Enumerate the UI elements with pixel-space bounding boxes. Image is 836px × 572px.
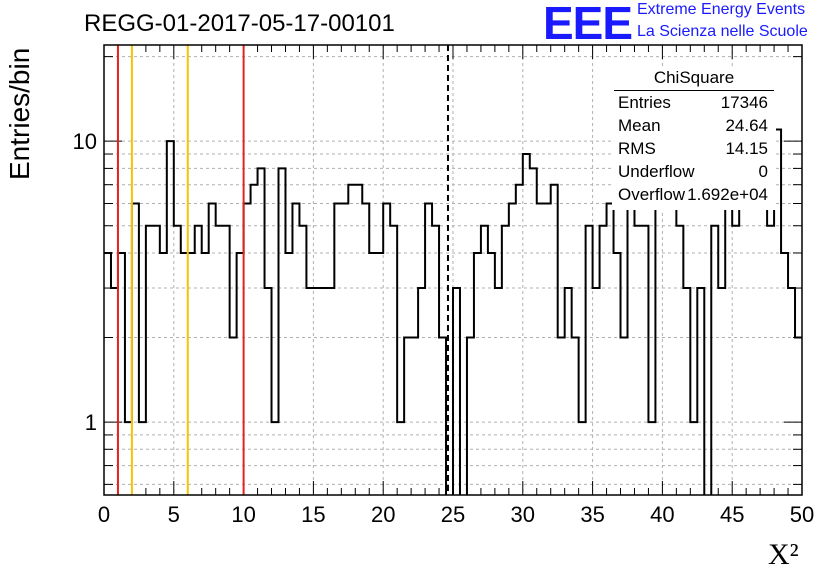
- x-tick-label: 50: [790, 502, 814, 527]
- stats-box: ChiSquare Entries 17346 Mean 24.64 RMS 1…: [612, 66, 776, 210]
- stats-title: ChiSquare: [653, 68, 735, 87]
- stats-value: 17346: [720, 93, 768, 112]
- plot-title: REGG-01-2017-05-17-00101: [84, 10, 395, 37]
- plot-frame: [103, 44, 803, 496]
- x-tick-label: 45: [720, 502, 744, 527]
- x-tick-label: 25: [441, 502, 465, 527]
- y-tick-label: 1: [85, 410, 97, 435]
- y-axis-label: Entries/bin: [4, 47, 35, 180]
- stats-divider: [614, 90, 774, 91]
- stats-row: Overflow 1.692e+04: [618, 185, 768, 207]
- x-tick-label: 30: [511, 502, 535, 527]
- stats-label: RMS: [618, 139, 656, 158]
- brand-line-1: Extreme Energy Events: [637, 1, 806, 18]
- stats-value: 24.64: [725, 116, 768, 135]
- eee-logo: EEE: [543, 0, 633, 49]
- x-tick-label: 40: [650, 502, 674, 527]
- stats-value: 1.692e+04: [687, 185, 768, 204]
- stats-value: 14.15: [725, 139, 768, 158]
- y-tick-label: 10: [73, 129, 97, 154]
- stats-value: 0: [758, 162, 768, 181]
- stats-row: Underflow 0: [618, 162, 768, 184]
- stats-label: Mean: [618, 116, 661, 135]
- x-tick-label: 0: [98, 502, 110, 527]
- stats-row: Entries 17346: [618, 93, 768, 115]
- reference-lines: [116, 45, 449, 495]
- stats-label: Underflow: [618, 162, 695, 181]
- stats-row: Mean 24.64: [618, 116, 768, 138]
- x-tick-label: 35: [580, 502, 604, 527]
- stats-row: RMS 14.15: [618, 139, 768, 161]
- tick-labels: 0 5 10 15 20 25 30 35 40 45 50 1 10: [73, 129, 815, 527]
- histogram-line: [104, 128, 802, 495]
- brand-line-2: La Scienza nelle Scuole: [637, 23, 808, 40]
- stats-label: Overflow: [618, 185, 686, 204]
- x-tick-label: 5: [168, 502, 180, 527]
- x-tick-label: 20: [371, 502, 395, 527]
- x-tick-label: 15: [301, 502, 325, 527]
- x-tick-label: 10: [231, 502, 255, 527]
- stats-label: Entries: [618, 93, 671, 112]
- x-axis-label: X²: [768, 538, 799, 571]
